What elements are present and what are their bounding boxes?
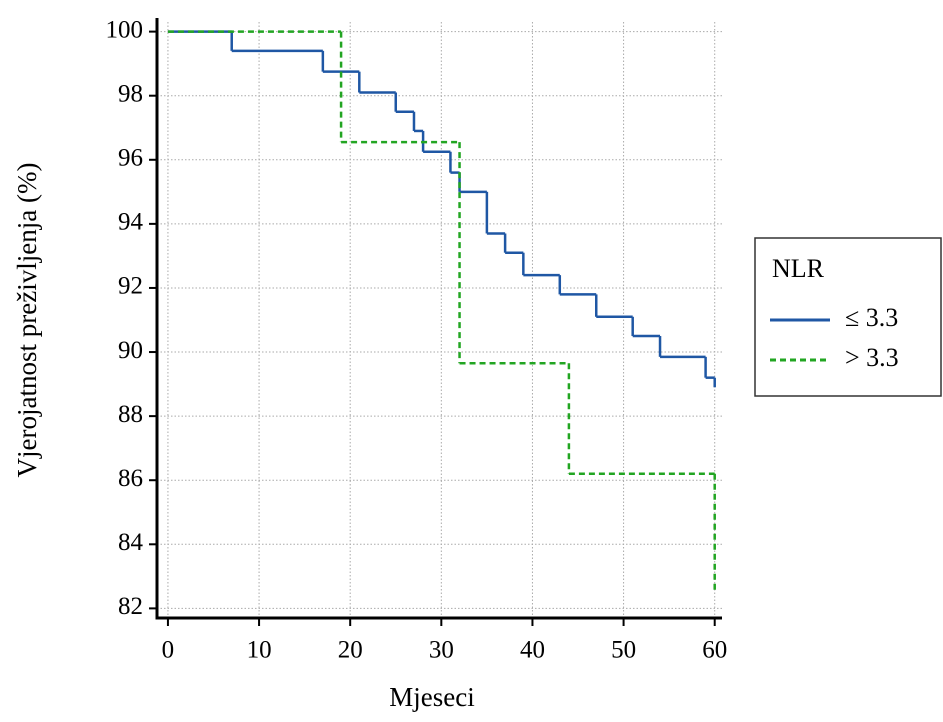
y-tick-label: 94 — [118, 209, 144, 236]
x-tick-label: 50 — [611, 637, 636, 664]
y-axis-label: Vjerojatnost preživljenja (%) — [12, 163, 42, 478]
x-axis-label: Mjeseci — [389, 682, 474, 712]
x-tick-label: 40 — [520, 637, 545, 664]
legend-label: > 3.3 — [845, 343, 899, 372]
y-tick-label: 100 — [106, 16, 144, 43]
y-tick-label: 92 — [118, 273, 143, 300]
y-tick-label: 90 — [118, 337, 143, 364]
legend-title: NLR — [772, 254, 825, 283]
x-tick-label: 10 — [247, 637, 272, 664]
legend-label: ≤ 3.3 — [845, 303, 898, 332]
legend-box — [754, 237, 942, 397]
y-tick-label: 98 — [118, 80, 143, 107]
x-tick-label: 60 — [702, 637, 727, 664]
y-tick-label: 84 — [118, 529, 144, 556]
y-tick-label: 82 — [118, 593, 143, 620]
y-tick-label: 86 — [118, 465, 143, 492]
y-tick-label: 88 — [118, 401, 143, 428]
x-tick-label: 0 — [162, 637, 175, 664]
x-tick-label: 30 — [429, 637, 454, 664]
y-tick-label: 96 — [118, 145, 143, 172]
x-tick-label: 20 — [338, 637, 363, 664]
